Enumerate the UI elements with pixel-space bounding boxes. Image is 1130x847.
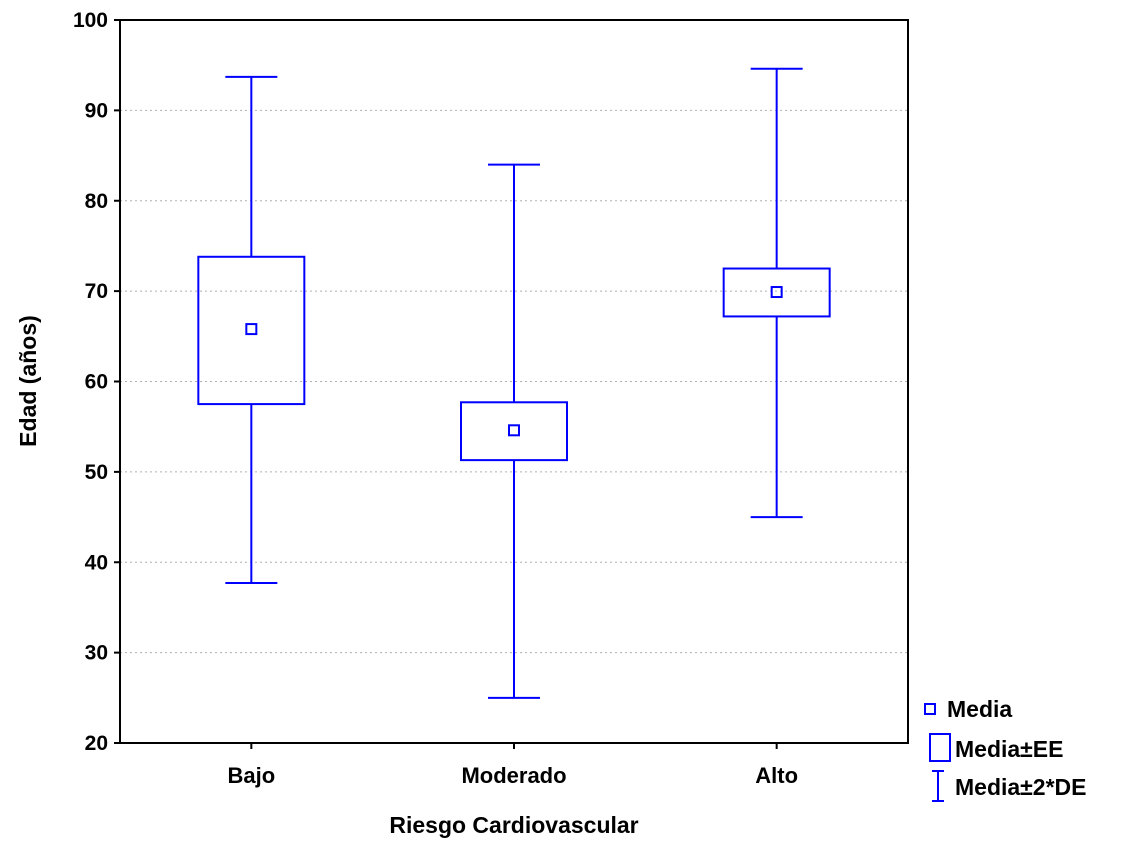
legend: Media Media±EE Media±2*DE <box>924 696 1087 802</box>
legend-whisker-icon <box>932 770 944 802</box>
y-tick-label: 40 <box>85 551 108 574</box>
y-axis: 20 30 40 50 60 70 80 90 100 <box>73 9 120 755</box>
mean-marker <box>508 424 520 437</box>
marks-layer <box>197 67 831 699</box>
x-tick-label: Moderado <box>461 763 566 788</box>
y-axis-title: Edad (años) <box>15 315 41 447</box>
se-box <box>460 401 568 462</box>
mean-marker <box>245 323 258 336</box>
y-tick-label: 90 <box>85 99 108 122</box>
legend-mean-icon <box>924 703 936 715</box>
x-axis-title: Riesgo Cardiovascular <box>389 812 638 838</box>
box-group-bajo <box>197 75 306 585</box>
box-group-alto <box>722 67 831 519</box>
mean-marker <box>770 286 783 299</box>
x-axis: Bajo Moderado Alto <box>227 743 798 788</box>
y-tick-label: 30 <box>85 642 108 665</box>
x-tick-label: Bajo <box>227 763 275 788</box>
se-box <box>722 267 831 318</box>
box-group-moderado <box>460 163 568 699</box>
x-tick-label: Alto <box>755 763 798 788</box>
y-tick-label: 100 <box>73 9 108 32</box>
y-tick-label: 70 <box>85 280 108 303</box>
y-tick-label: 80 <box>85 190 108 213</box>
legend-se-icon <box>929 733 951 762</box>
legend-se-label: Media±EE <box>955 736 1064 762</box>
y-tick-label: 60 <box>85 371 108 394</box>
y-tick-label: 20 <box>85 732 108 755</box>
y-tick-label: 50 <box>85 461 108 484</box>
se-box <box>197 255 306 406</box>
legend-mean-label: Media <box>947 696 1012 722</box>
legend-whisker-label: Media±2*DE <box>955 774 1087 800</box>
